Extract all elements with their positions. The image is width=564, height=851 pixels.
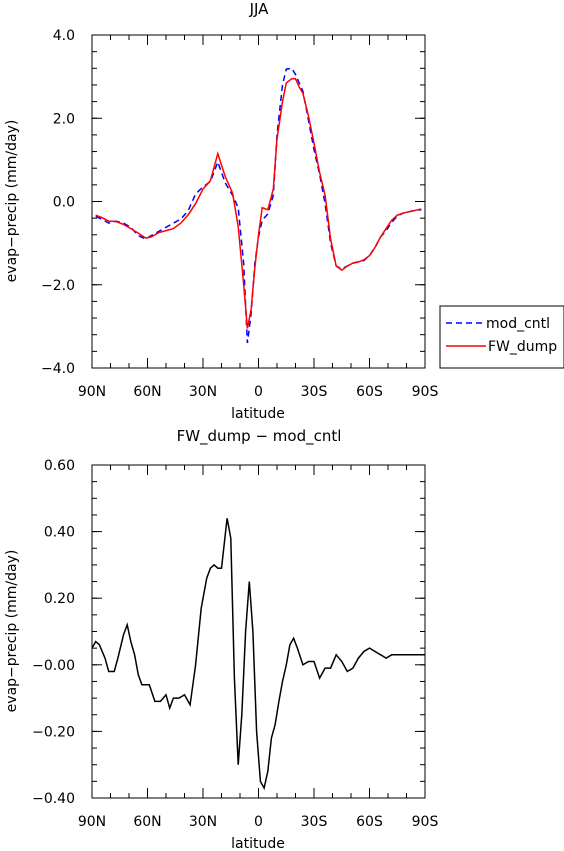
y-axis-label: evap−precip (mm/day) bbox=[4, 550, 20, 713]
chart-difference: FW_dump − mod_cntl −0.40 −0.20 −0.00 0.20 0.… bbox=[4, 427, 438, 851]
chart-title: JJA bbox=[249, 0, 270, 18]
x-tick-label: 90S bbox=[412, 814, 439, 830]
plot-frame bbox=[91, 34, 426, 369]
x-axis-label: latitude bbox=[231, 406, 285, 422]
x-tick-label: 90N bbox=[78, 814, 106, 830]
y-tick-label: −0.20 bbox=[32, 724, 75, 740]
chart-title: FW_dump − mod_cntl bbox=[177, 427, 342, 446]
series-line-difference-0 bbox=[91, 518, 425, 791]
x-tick-label: 90S bbox=[412, 384, 439, 400]
series-line-mod-cntl bbox=[95, 67, 422, 344]
y-tick-label: 2.0 bbox=[53, 111, 75, 127]
y-tick-label: 0.40 bbox=[44, 525, 75, 541]
series-lines bbox=[95, 67, 422, 344]
legend-label-mod-cntl: mod_cntl bbox=[486, 316, 550, 332]
x-tick-label: 30S bbox=[301, 384, 328, 400]
series-lines bbox=[91, 518, 425, 791]
y-tick-label: −4.0 bbox=[41, 361, 75, 377]
series-line-fw-dump bbox=[95, 77, 422, 329]
x-tick-label: 30N bbox=[189, 384, 217, 400]
legend: mod_cntl FW_dump bbox=[439, 305, 564, 369]
x-tick-label: 30N bbox=[189, 814, 217, 830]
x-tick-label: 0 bbox=[254, 384, 263, 400]
chart-jja: JJA −4.0−2.00.02.04.0 90N 60N 30N 0 30S 60S 90… bbox=[4, 0, 564, 422]
y-axis-label: evap−precip (mm/day) bbox=[4, 120, 20, 283]
x-tick-label: 60S bbox=[356, 384, 383, 400]
y-tick-label: −0.40 bbox=[32, 791, 75, 807]
x-tick-label: 60N bbox=[133, 384, 161, 400]
x-tick-label: 0 bbox=[254, 814, 263, 830]
y-tick-label: −2.0 bbox=[41, 278, 75, 294]
y-tick-label: 0.0 bbox=[53, 195, 75, 211]
y-tick-label: −0.00 bbox=[32, 658, 75, 674]
x-axis-label: latitude bbox=[231, 836, 285, 851]
x-tick-label: 60S bbox=[356, 814, 383, 830]
y-axis-ticks: −0.40 −0.20 −0.00 0.20 0.40 0.60 bbox=[32, 458, 425, 807]
y-tick-label: 0.20 bbox=[44, 591, 75, 607]
legend-label-fw-dump: FW_dump bbox=[488, 339, 557, 355]
y-axis-ticks: −4.0 −2.0 0.0 2.0 4.0 bbox=[41, 28, 425, 377]
y-tick-label: 4.0 bbox=[53, 28, 75, 44]
x-tick-label: 30S bbox=[301, 814, 328, 830]
x-tick-label: 60N bbox=[133, 814, 161, 830]
legend-box bbox=[439, 305, 564, 369]
x-tick-label: 90N bbox=[78, 384, 106, 400]
x-axis-ticks: 90N 60N 30N 0 30S 60S 90S bbox=[78, 35, 439, 400]
y-tick-label: 0.60 bbox=[44, 458, 75, 474]
x-axis-ticks: 90N 60N 30N 0 30S 60S 90S bbox=[78, 465, 439, 830]
